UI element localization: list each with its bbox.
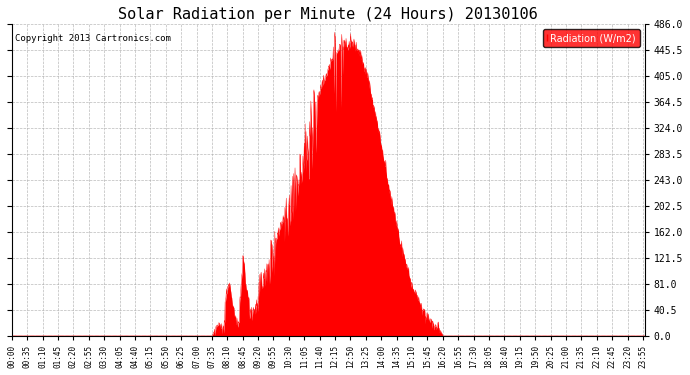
Title: Solar Radiation per Minute (24 Hours) 20130106: Solar Radiation per Minute (24 Hours) 20…	[119, 7, 538, 22]
Text: Copyright 2013 Cartronics.com: Copyright 2013 Cartronics.com	[15, 34, 171, 43]
Legend: Radiation (W/m2): Radiation (W/m2)	[544, 29, 640, 47]
